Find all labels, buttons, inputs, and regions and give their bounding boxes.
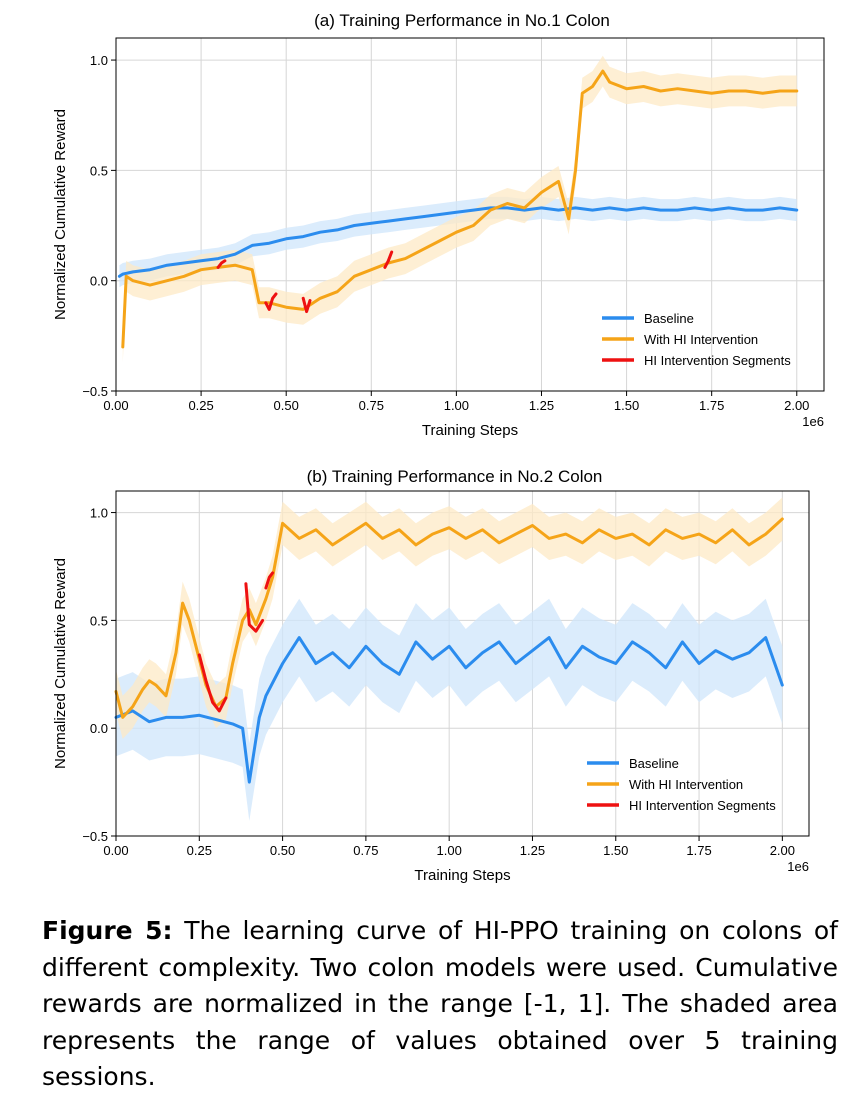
legend-entry: With HI Intervention <box>644 332 758 347</box>
y-tick-label: 1.0 <box>90 53 108 68</box>
intervention-segment <box>216 259 227 269</box>
intervention-segment <box>264 292 278 311</box>
plot-frame <box>115 37 825 392</box>
x-tick-label: 1.25 <box>520 843 545 858</box>
legend-entry: Baseline <box>644 311 694 326</box>
legend-entry: Baseline <box>629 756 679 771</box>
legend-entry: HI Intervention Segments <box>629 798 776 813</box>
x-tick-label: 1.25 <box>529 398 554 413</box>
series-line <box>114 636 784 784</box>
x-axis-multiplier: 1e6 <box>802 414 824 429</box>
x-axis-multiplier: 1e6 <box>787 859 809 874</box>
x-tick-label: 0.50 <box>270 843 295 858</box>
figure-caption: Figure 5: The learning curve of HI-PPO t… <box>42 913 838 1096</box>
y-tick-label: 0.5 <box>90 613 108 628</box>
plot-frame <box>115 490 810 837</box>
y-axis-label: Normalized Cumulative Reward <box>52 558 69 769</box>
intervention-segment <box>383 250 394 269</box>
x-tick-label: 1.50 <box>603 843 628 858</box>
x-tick-label: 1.00 <box>437 843 462 858</box>
y-tick-label: 0.5 <box>90 163 108 178</box>
x-tick-label: 0.75 <box>353 843 378 858</box>
figure: (a) Training Performance in No.1 Colon 0.… <box>52 11 825 884</box>
intervention-segment <box>301 296 312 314</box>
chart-title: (a) Training Performance in No.1 Colon <box>314 11 610 30</box>
panel-b: (b) Training Performance in No.2 Colon 0.… <box>52 467 810 884</box>
y-tick-label: −0.5 <box>82 384 108 399</box>
y-tick-label: 0.0 <box>90 721 108 736</box>
x-axis-label: Training Steps <box>414 867 510 884</box>
series-line <box>121 69 799 349</box>
y-tick-label: 0.0 <box>90 274 108 289</box>
legend-entry: With HI Intervention <box>629 777 743 792</box>
x-tick-label: 2.00 <box>770 843 795 858</box>
series-line <box>117 206 799 278</box>
range-band <box>116 598 783 821</box>
x-tick-label: 1.50 <box>614 398 639 413</box>
y-tick-label: −0.5 <box>82 829 108 844</box>
range-band <box>122 55 797 363</box>
x-tick-label: 0.50 <box>274 398 299 413</box>
x-tick-label: 0.25 <box>187 843 212 858</box>
series-line <box>114 517 784 719</box>
x-tick-label: 1.75 <box>686 843 711 858</box>
x-tick-label: 0.75 <box>359 398 384 413</box>
x-tick-label: 1.00 <box>444 398 469 413</box>
caption-label: Figure 5: <box>42 916 173 945</box>
x-tick-label: 0.00 <box>103 398 128 413</box>
chart-title: (b) Training Performance in No.2 Colon <box>307 467 603 486</box>
x-axis-label: Training Steps <box>422 422 518 439</box>
intervention-segment <box>244 582 265 633</box>
x-tick-label: 1.75 <box>699 398 724 413</box>
y-tick-label: 1.0 <box>90 506 108 521</box>
range-band <box>119 196 797 288</box>
legend-entry: HI Intervention Segments <box>644 353 791 368</box>
panel-a: (a) Training Performance in No.1 Colon 0.… <box>52 11 825 439</box>
range-band <box>116 497 783 739</box>
caption-text: The learning curve of HI-PPO training on… <box>42 916 838 1091</box>
x-tick-label: 0.00 <box>103 843 128 858</box>
x-tick-label: 0.25 <box>188 398 213 413</box>
intervention-segment <box>197 653 228 713</box>
intervention-segment <box>264 571 275 590</box>
y-axis-label: Normalized Cumulative Reward <box>52 109 69 320</box>
x-tick-label: 2.00 <box>784 398 809 413</box>
